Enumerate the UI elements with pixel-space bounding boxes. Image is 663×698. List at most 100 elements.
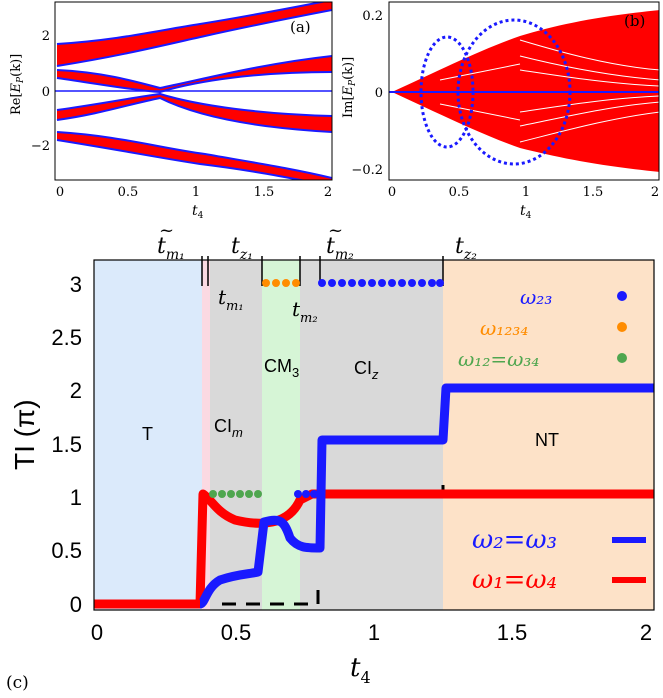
ytick: 2.5 bbox=[51, 325, 82, 350]
panel-a-ylabel: Re[EP(k)] bbox=[9, 54, 26, 115]
blue-dot bbox=[408, 279, 416, 287]
label-tm2-tilde: tm₂ bbox=[326, 234, 354, 263]
orange-dot bbox=[272, 279, 280, 287]
green-dot bbox=[245, 490, 253, 498]
ytick: −2 bbox=[31, 139, 50, 154]
xtick: 1 bbox=[192, 185, 200, 200]
ytick: 1 bbox=[70, 485, 82, 510]
panel-c-yticks: 0 0.5 1 1.5 2 2.5 3 bbox=[51, 272, 82, 617]
series-omega1-omega4-line bbox=[94, 489, 654, 609]
panel-a: (a) 2 0 −2 0 0.5 1 1.5 2 Re[EP(k)] t4 bbox=[9, 1, 333, 221]
ytick: 2 bbox=[70, 378, 82, 403]
legend-omega23: ω₂₃ bbox=[520, 285, 552, 309]
blue-dot bbox=[294, 490, 302, 498]
panel-c-frame bbox=[93, 259, 655, 611]
orange-dot bbox=[292, 279, 300, 287]
panel-c-label: (c) bbox=[6, 673, 29, 693]
green-dot bbox=[254, 490, 262, 498]
region-pink-bg bbox=[202, 260, 210, 610]
blue-dot bbox=[418, 279, 426, 287]
blue-dot bbox=[338, 279, 346, 287]
xtick: 2 bbox=[640, 620, 652, 645]
band-upper-outer bbox=[57, 2, 332, 66]
green-dot bbox=[227, 490, 235, 498]
ytick: 2 bbox=[42, 29, 50, 44]
panel-c-xlabel: t4 bbox=[350, 653, 371, 687]
panel-b-frame bbox=[388, 1, 660, 181]
region-CM3-bg bbox=[262, 260, 300, 610]
panel-a-frame bbox=[54, 1, 333, 181]
legend-omega12-34: ω₁₂=ω₃₄ bbox=[458, 347, 539, 371]
green-dot bbox=[209, 490, 217, 498]
legend-omega1-omega4: ω₁=ω₄ bbox=[472, 565, 557, 595]
panel-a-yticks: 2 0 −2 bbox=[31, 29, 50, 154]
xtick: 0.5 bbox=[221, 620, 252, 645]
blue-dot bbox=[436, 279, 444, 287]
region-CIz-bg bbox=[320, 260, 443, 610]
series-omega2-omega3-line bbox=[198, 383, 654, 609]
blue-dot bbox=[328, 279, 336, 287]
band-lower-inner bbox=[57, 94, 332, 132]
blue-dot bbox=[310, 490, 318, 498]
region-label-T: T bbox=[142, 424, 153, 444]
xtick: 0 bbox=[56, 185, 64, 200]
label-tz2: tz₂ bbox=[455, 234, 477, 263]
tilde-mark: ~ bbox=[159, 220, 174, 241]
panel-c-xticks: 0 0.5 1 1.5 2 bbox=[91, 620, 652, 645]
blue-dot bbox=[378, 279, 386, 287]
tilde-mark: ~ bbox=[328, 220, 343, 241]
blue-dot bbox=[302, 490, 310, 498]
label-tm2: tm₂ bbox=[292, 297, 318, 326]
im-fan-gaps bbox=[439, 39, 659, 143]
label-tm1-tilde: tm₁ bbox=[157, 234, 185, 263]
dot-legend: ω₂₃ ω₁₂₃₄ ω₁₂=ω₃₄ bbox=[458, 285, 627, 371]
band-upper-inner bbox=[57, 56, 332, 92]
xtick: 0.5 bbox=[449, 185, 470, 200]
orange-dot bbox=[282, 279, 290, 287]
region-label-CM3: CM3 bbox=[264, 356, 299, 380]
ytick: 1.5 bbox=[51, 432, 82, 457]
ytick: 0 bbox=[375, 86, 383, 101]
panel-c: T CIm CM3 CIz NT tm₁ ~ tz₁ tm₂ ~ tz₂ tm₁… bbox=[6, 220, 655, 693]
panel-b-xlabel: t4 bbox=[520, 203, 532, 221]
xtick: 2 bbox=[651, 185, 659, 200]
xtick: 0 bbox=[388, 185, 396, 200]
region-gap-bg bbox=[300, 260, 320, 610]
xtick: 0.5 bbox=[118, 185, 139, 200]
ytick: 3 bbox=[70, 272, 82, 297]
xtick: 0 bbox=[91, 620, 103, 645]
blue-dot bbox=[398, 279, 406, 287]
line-legend: ω₂=ω₃ ω₁=ω₄ bbox=[472, 525, 646, 595]
panel-b-label: (b) bbox=[624, 12, 645, 30]
legend-dot-orange bbox=[617, 322, 627, 332]
blue-dot bbox=[388, 279, 396, 287]
panel-a-xticks: 0 0.5 1 1.5 2 bbox=[56, 185, 332, 200]
panel-b: (b) 0.2 0 −0.2 0 0.5 1 1.5 2 Im[EP(k)] t… bbox=[341, 1, 660, 221]
dots-blue bbox=[294, 279, 444, 498]
dots-green bbox=[209, 490, 262, 498]
legend-dot-green bbox=[617, 353, 627, 363]
label-tm1: tm₁ bbox=[218, 285, 244, 314]
ytick: 0 bbox=[70, 592, 82, 617]
blue-dot bbox=[358, 279, 366, 287]
legend-omega1234: ω₁₂₃₄ bbox=[480, 316, 528, 340]
ytick: 0.2 bbox=[362, 9, 383, 24]
panel-a-bands bbox=[55, 2, 332, 180]
panel-c-ylabel: TI (π) bbox=[9, 399, 40, 470]
inner-labels: tm₁ tm₂ bbox=[218, 285, 318, 326]
panel-a-xlabel: t4 bbox=[192, 203, 204, 221]
ytick: −0.2 bbox=[351, 163, 383, 178]
green-dot bbox=[218, 490, 226, 498]
panel-a-label: (a) bbox=[290, 18, 311, 36]
label-tz1: tz₁ bbox=[231, 234, 253, 263]
region-label-CIm: CIm bbox=[214, 416, 243, 440]
xtick: 1 bbox=[368, 620, 380, 645]
xtick: 1.5 bbox=[583, 185, 604, 200]
band-edges bbox=[56, 2, 332, 180]
dots-orange bbox=[262, 279, 300, 287]
region-NT-bg bbox=[443, 260, 654, 610]
region-CIm-bg bbox=[210, 260, 262, 610]
xtick: 2 bbox=[324, 185, 332, 200]
region-label-NT: NT bbox=[535, 430, 559, 450]
